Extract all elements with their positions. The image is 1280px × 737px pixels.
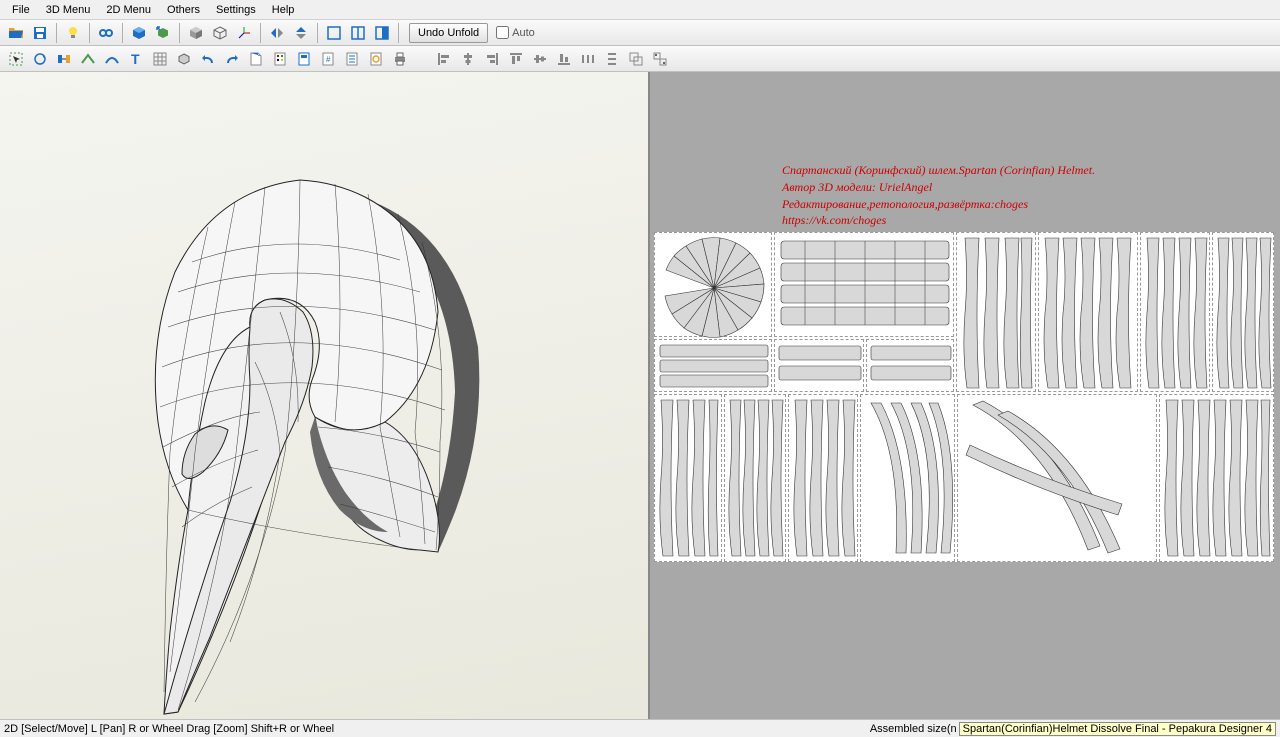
align-right-button[interactable]: [481, 48, 503, 70]
status-title-tooltip: Spartan(Corinfian)Helmet Dissolve Final …: [959, 722, 1276, 736]
unfold-part-strips-6[interactable]: [724, 394, 786, 562]
menu-others[interactable]: Others: [159, 2, 208, 18]
flip-v-button[interactable]: [290, 22, 312, 44]
auto-label-text: Auto: [512, 27, 535, 39]
unfold-part-strips-1[interactable]: [956, 232, 1036, 392]
unfold-part-bars-1[interactable]: [774, 232, 954, 337]
cube-wire-button[interactable]: [209, 22, 231, 44]
unfold-part-curves-2[interactable]: [957, 394, 1157, 562]
panel-right-button[interactable]: [371, 22, 393, 44]
join-tool-button[interactable]: [53, 48, 75, 70]
page-layout-button[interactable]: [293, 48, 315, 70]
page-config-button[interactable]: [365, 48, 387, 70]
status-size-label: Assembled size(n: [870, 723, 957, 735]
cube-small-button[interactable]: [173, 48, 195, 70]
unfold-part-fan[interactable]: [654, 232, 772, 337]
unfold-part-curves-1[interactable]: [860, 394, 955, 562]
auto-checkbox[interactable]: [496, 26, 509, 39]
undo-unfold-button[interactable]: Undo Unfold: [409, 23, 488, 43]
save-button[interactable]: [29, 22, 51, 44]
link-button[interactable]: [95, 22, 117, 44]
menu-help[interactable]: Help: [264, 2, 303, 18]
page-color-button[interactable]: [269, 48, 291, 70]
distribute-v-button[interactable]: [601, 48, 623, 70]
svg-text:T: T: [131, 51, 140, 67]
menu-bar: File 3D Menu 2D Menu Others Settings Hel…: [0, 0, 1280, 20]
unfold-part-strips-4[interactable]: [1212, 232, 1274, 392]
undo-button[interactable]: [197, 48, 219, 70]
cube-solid-button[interactable]: [185, 22, 207, 44]
text-tool-button[interactable]: T: [125, 48, 147, 70]
cube-arrow-button[interactable]: [152, 22, 174, 44]
ungroup-button[interactable]: [649, 48, 671, 70]
align-top-button[interactable]: [505, 48, 527, 70]
unfold-part-strips-2[interactable]: [1038, 232, 1138, 392]
grid-button[interactable]: [149, 48, 171, 70]
align-left-button[interactable]: [433, 48, 455, 70]
unfold-part-strips-5[interactable]: [654, 394, 722, 562]
unfold-part-flats-1[interactable]: [654, 339, 772, 392]
menu-3d[interactable]: 3D Menu: [38, 2, 99, 18]
open-button[interactable]: [5, 22, 27, 44]
align-middle-button[interactable]: [529, 48, 551, 70]
viewport-2d[interactable]: Спартанский (Коринфский) шлем.Spartan (C…: [650, 72, 1280, 719]
menu-file[interactable]: File: [4, 2, 38, 18]
align-bottom-button[interactable]: [553, 48, 575, 70]
helmet-model: [100, 132, 520, 719]
panel-single-button[interactable]: [323, 22, 345, 44]
edge-tool-button[interactable]: [77, 48, 99, 70]
curve-tool-button[interactable]: [101, 48, 123, 70]
align-center-h-button[interactable]: [457, 48, 479, 70]
svg-text:#: #: [326, 55, 331, 64]
lightbulb-button[interactable]: [62, 22, 84, 44]
toolbar-secondary: T #: [0, 46, 1280, 72]
print-button[interactable]: [389, 48, 411, 70]
page-open-button[interactable]: [245, 48, 267, 70]
unfold-part-strips-3[interactable]: [1140, 232, 1210, 392]
toolbar-main: Undo Unfold Auto: [0, 20, 1280, 46]
page-number-button[interactable]: #: [317, 48, 339, 70]
status-bar: 2D [Select/Move] L [Pan] R or Wheel Drag…: [0, 719, 1280, 737]
cube-home-button[interactable]: [128, 22, 150, 44]
workspace: Спартанский (Коринфский) шлем.Spartan (C…: [0, 72, 1280, 719]
unfold-part-strips-7[interactable]: [788, 394, 858, 562]
unfold-part-flats-2[interactable]: [774, 339, 864, 392]
menu-2d[interactable]: 2D Menu: [98, 2, 159, 18]
page-list-button[interactable]: [341, 48, 363, 70]
rotate-tool-button[interactable]: [29, 48, 51, 70]
viewport-3d[interactable]: [0, 72, 650, 719]
axis-button[interactable]: [233, 22, 255, 44]
status-hint: 2D [Select/Move] L [Pan] R or Wheel Drag…: [4, 723, 334, 735]
panel-split-button[interactable]: [347, 22, 369, 44]
auto-checkbox-label[interactable]: Auto: [496, 26, 535, 39]
distribute-h-button[interactable]: [577, 48, 599, 70]
redo-button[interactable]: [221, 48, 243, 70]
unfold-part-flats-3[interactable]: [866, 339, 954, 392]
credits-text: Спартанский (Коринфский) шлем.Spartan (C…: [782, 162, 1095, 229]
unfold-part-strips-8[interactable]: [1159, 394, 1274, 562]
menu-settings[interactable]: Settings: [208, 2, 264, 18]
select-tool-button[interactable]: [5, 48, 27, 70]
flip-h-button[interactable]: [266, 22, 288, 44]
group-button[interactable]: [625, 48, 647, 70]
